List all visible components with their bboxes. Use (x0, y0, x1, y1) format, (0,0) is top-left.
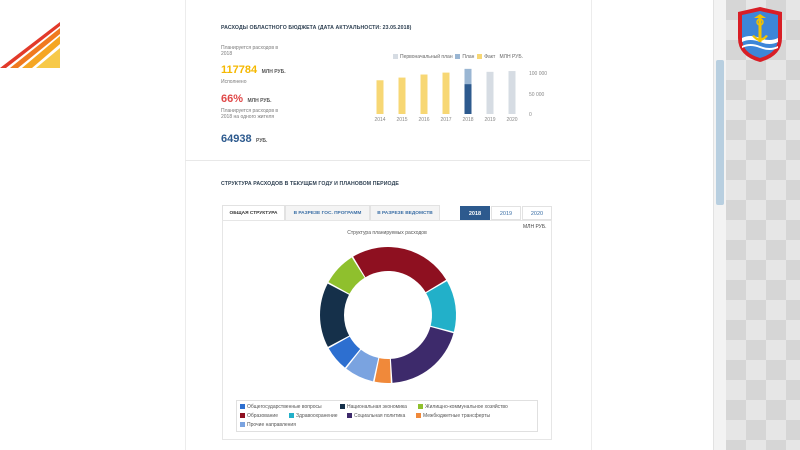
legend-swatch (418, 404, 423, 410)
year-tab-2018[interactable]: 2018 (460, 206, 490, 220)
legend-swatch-plan (455, 54, 461, 60)
legend-item-other[interactable]: Прочие направления (240, 422, 296, 428)
bar-year-label: 2017 (440, 117, 451, 123)
y-tick-100000: 100 000 (529, 71, 548, 77)
section-divider (185, 160, 590, 161)
legend-item-transfers[interactable]: Межбюджетные трансферты (416, 413, 490, 419)
per-capita-label: Планируется расходов в 2018 на одного жи… (221, 108, 279, 120)
donut-slice-3[interactable] (390, 326, 454, 383)
legend-swatch-initial-plan (393, 54, 398, 60)
legend-item-education[interactable]: Образование (240, 413, 278, 419)
tab-by-programs[interactable]: В РАЗРЕЗЕ ГОС. ПРОГРАММ (285, 205, 370, 221)
legend-item-economy[interactable]: Национальная экономика (340, 404, 407, 410)
executed-block: 66% МЛН РУБ. (221, 89, 272, 107)
budget-bar-chart: 2014 2015 2016 2017 2018 2019 2020 (374, 68, 518, 123)
donut-slice-5[interactable] (346, 349, 379, 382)
bar-plan-2020 (508, 71, 516, 114)
legend-label: Образование (247, 413, 278, 419)
expense-structure-donut (320, 247, 456, 383)
legend-item-health[interactable]: Здравоохранение (289, 413, 338, 419)
bar-fact-2015 (398, 77, 406, 114)
legend-swatch (240, 413, 245, 419)
legend-label: Межбюджетные трансферты (423, 413, 491, 419)
scrollbar-thumb[interactable] (716, 60, 724, 205)
logo (0, 22, 60, 68)
structure-section-title: СТРУКТУРА РАСХОДОВ В ТЕКУЩЕМ ГОДУ И ПЛАН… (221, 181, 399, 187)
bar-year-label: 2019 (484, 117, 495, 123)
legend-label: Социальная политика (354, 413, 406, 419)
legend-item-social[interactable]: Социальная политика (347, 413, 405, 419)
legend-label: Общегосударственные вопросы (247, 404, 322, 410)
per-capita-unit: РУБ. (256, 138, 268, 144)
checkered-background (726, 0, 800, 450)
legend-unit: МЛН РУБ. (499, 54, 524, 60)
legend-label: Национальная экономика (347, 404, 407, 410)
bar-year-label: 2015 (396, 117, 407, 123)
legend-item-housing[interactable]: Жилищно-коммунальное хозяйство (418, 404, 508, 410)
donut-title: Структура планируемых расходов (347, 230, 427, 236)
donut-slice-4[interactable] (374, 358, 391, 383)
legend-label: Прочие направления (247, 422, 296, 428)
legend-swatch (240, 422, 245, 428)
year-tab-2020[interactable]: 2020 (522, 206, 552, 220)
donut-slice-7[interactable] (320, 283, 350, 347)
per-capita-block: 64938 РУБ. (221, 129, 267, 147)
donut-slice-6[interactable] (328, 336, 361, 368)
executed-unit: МЛН РУБ. (247, 98, 272, 104)
bar-year-label: 2014 (374, 117, 385, 123)
legend-swatch (289, 413, 294, 419)
bar-year-label: 2018 (462, 117, 473, 123)
legend-swatch (240, 404, 245, 410)
bar-plan-2018 (464, 84, 472, 114)
donut-slice-1[interactable] (353, 247, 447, 293)
bar-plan-2019 (486, 71, 494, 114)
legend-fact: Факт (484, 54, 496, 60)
bar-legend: Первоначальный план План Факт МЛН РУБ. (393, 54, 523, 60)
executed-label: Исполнено (221, 79, 247, 85)
planned-value: 117784 (221, 64, 258, 76)
coat-of-arms-icon (738, 7, 782, 62)
legend-swatch (416, 413, 421, 419)
legend-swatch (340, 404, 345, 410)
bar-year-label: 2016 (418, 117, 429, 123)
legend-swatch (347, 413, 352, 419)
executed-value: 66% (221, 93, 244, 105)
legend-swatch-fact (477, 54, 483, 60)
legend-label: Здравоохранение (296, 413, 338, 419)
tab-general-structure[interactable]: ОБЩАЯ СТРУКТУРА (222, 205, 285, 221)
donut-slice-8[interactable] (328, 257, 365, 294)
legend-initial-plan: Первоначальный план (400, 54, 453, 60)
structure-unit: МЛН РУБ. (523, 224, 547, 230)
legend-label: Жилищно-коммунальное хозяйство (425, 404, 508, 410)
bar-fact-2014 (376, 80, 384, 114)
budget-section-title: РАСХОДЫ ОБЛАСТНОГО БЮДЖЕТА (ДАТА АКТУАЛЬ… (221, 25, 412, 31)
donut-slice-2[interactable] (426, 281, 456, 332)
year-tab-2019[interactable]: 2019 (491, 206, 521, 220)
per-capita-value: 64938 (221, 133, 252, 145)
legend-item-general[interactable]: Общегосударственные вопросы (240, 404, 322, 410)
y-tick-50000: 50 000 (529, 92, 545, 98)
scrollbar[interactable] (713, 0, 726, 450)
planned-label: Планируется расходов в 2018 (221, 45, 279, 57)
bar-fact-2016 (420, 74, 428, 114)
bar-year-label: 2020 (506, 117, 517, 123)
legend-plan: План (462, 54, 475, 60)
tab-by-departments[interactable]: В РАЗРЕЗЕ ВЕДОМСТВ (370, 205, 440, 221)
planned-block: 117784 МЛН РУБ. (221, 60, 286, 78)
y-tick-0: 0 (529, 112, 532, 118)
bar-fact-2017 (442, 72, 450, 114)
planned-unit: МЛН РУБ. (261, 69, 286, 75)
donut-legend (236, 400, 538, 432)
